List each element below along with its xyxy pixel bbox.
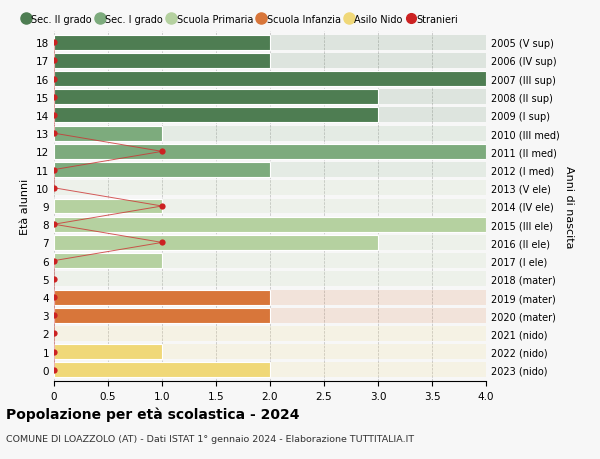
Bar [54, 108, 486, 123]
Bar [54, 199, 162, 214]
Bar [54, 145, 486, 159]
Bar [54, 217, 486, 232]
Bar [54, 308, 270, 323]
Y-axis label: Età alunni: Età alunni [20, 179, 31, 235]
Bar [54, 199, 486, 214]
Bar [54, 235, 378, 250]
Bar [54, 72, 486, 87]
Bar [54, 72, 486, 87]
Bar [54, 272, 486, 287]
Bar [54, 126, 162, 141]
Bar [54, 163, 486, 178]
Bar [54, 344, 162, 359]
Bar [54, 363, 486, 377]
Bar [54, 217, 486, 232]
Bar [54, 363, 270, 377]
Bar [54, 90, 378, 105]
Bar [54, 108, 378, 123]
Bar [54, 54, 270, 69]
Bar [54, 163, 270, 178]
Bar [54, 326, 486, 341]
Bar [54, 290, 486, 305]
Y-axis label: Anni di nascita: Anni di nascita [563, 165, 574, 248]
Bar [54, 145, 486, 159]
Bar [54, 308, 486, 323]
Bar [54, 126, 486, 141]
Bar [54, 254, 162, 269]
Bar [54, 290, 270, 305]
Legend: Sec. II grado, Sec. I grado, Scuola Primaria, Scuola Infanzia, Asilo Nido, Stran: Sec. II grado, Sec. I grado, Scuola Prim… [19, 11, 462, 28]
Bar [54, 90, 486, 105]
Bar [54, 181, 486, 196]
Bar [54, 36, 270, 50]
Bar [54, 344, 486, 359]
Bar [54, 235, 486, 250]
Text: Popolazione per età scolastica - 2024: Popolazione per età scolastica - 2024 [6, 406, 299, 421]
Bar [54, 54, 486, 69]
Text: COMUNE DI LOAZZOLO (AT) - Dati ISTAT 1° gennaio 2024 - Elaborazione TUTTITALIA.I: COMUNE DI LOAZZOLO (AT) - Dati ISTAT 1° … [6, 434, 414, 443]
Bar [54, 254, 486, 269]
Bar [54, 36, 486, 50]
